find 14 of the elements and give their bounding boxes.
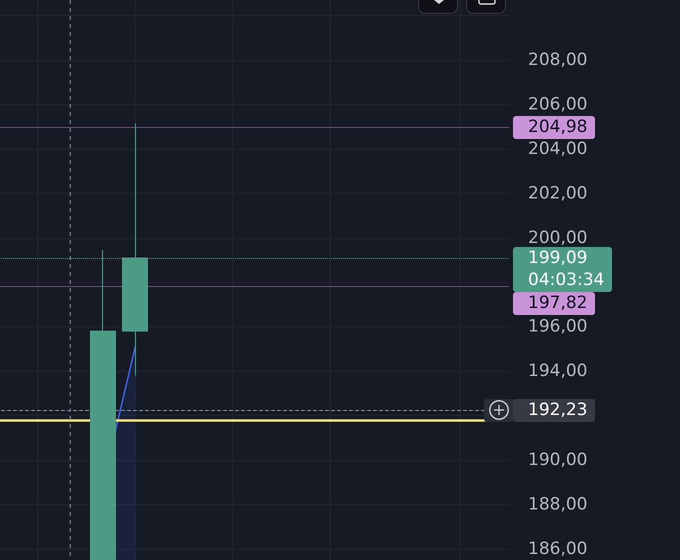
ref-line-label: 197,82 bbox=[513, 292, 596, 314]
y-tick-label: 196,00 bbox=[528, 316, 588, 337]
ref-line-label: 204,98 bbox=[513, 116, 596, 139]
y-tick-label: 200,00 bbox=[528, 228, 588, 248]
y-tick-label: 208,00 bbox=[528, 50, 588, 70]
y-tick-label: 194,00 bbox=[528, 361, 588, 382]
ref-line-label: 199,09 04:03:34 bbox=[513, 246, 612, 292]
y-tick-label: 190,00 bbox=[528, 450, 588, 470]
y-tick-label: 204,00 bbox=[528, 138, 588, 159]
y-tick-label: 202,00 bbox=[528, 183, 588, 204]
y-tick-label: 186,00 bbox=[528, 538, 588, 559]
y-tick-label: 206,00 bbox=[528, 94, 588, 114]
y-tick-label: 188,00 bbox=[528, 494, 588, 514]
ref-line-label: 192,23 bbox=[513, 398, 596, 422]
